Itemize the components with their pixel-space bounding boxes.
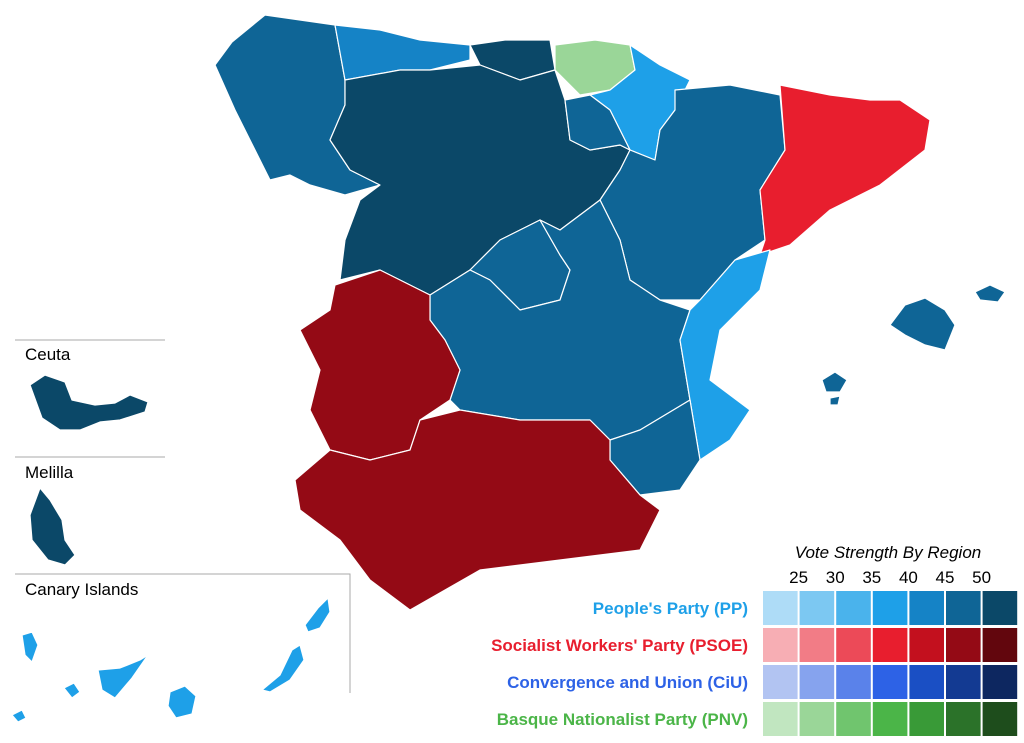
la-gomera: [63, 682, 81, 699]
swatch: [946, 591, 981, 625]
party-name: Socialist Workers' Party (PSOE): [491, 636, 748, 655]
scale-label: 40: [899, 568, 918, 587]
swatch: [799, 628, 835, 662]
swatch: [763, 665, 798, 699]
swatch: [799, 665, 835, 699]
castilla-la-mancha: [429, 199, 691, 441]
fuerteventura: [261, 644, 305, 693]
catalonia: [759, 84, 931, 256]
scale-label: 35: [862, 568, 881, 587]
swatch: [946, 628, 981, 662]
mallorca: [889, 297, 956, 351]
swatch: [982, 628, 1018, 662]
scale-label: 50: [972, 568, 991, 587]
inset-label: Canary Islands: [25, 580, 138, 599]
inset-divider: [15, 573, 351, 693]
lanzarote: [304, 597, 331, 633]
swatch: [872, 628, 908, 662]
swatch: [982, 702, 1018, 736]
la-palma: [21, 631, 39, 663]
party-name: People's Party (PP): [593, 599, 748, 618]
swatch: [763, 702, 798, 736]
swatch: [799, 591, 835, 625]
swatch: [872, 591, 908, 625]
swatch: [763, 591, 798, 625]
swatch: [909, 702, 944, 736]
scale-label: 25: [789, 568, 808, 587]
tenerife: [97, 654, 149, 699]
swatch: [836, 628, 871, 662]
menorca: [974, 284, 1006, 303]
swatch: [836, 665, 871, 699]
valencia: [679, 249, 771, 461]
map: [214, 14, 1006, 611]
melilla: [29, 487, 76, 566]
swatch: [982, 591, 1018, 625]
swatch: [872, 702, 908, 736]
legend: Vote Strength By Region 25 30 35 40 45 50 Peop…: [491, 543, 1018, 736]
scale-label: 30: [826, 568, 845, 587]
andalusia: [294, 409, 661, 611]
swatch: [946, 702, 981, 736]
swatch: [982, 665, 1018, 699]
la-rioja: [564, 94, 631, 151]
ceuta: [29, 374, 149, 431]
swatch: [872, 665, 908, 699]
swatch: [763, 628, 798, 662]
swatch: [909, 665, 944, 699]
formentera: [829, 395, 841, 406]
inset-label: Melilla: [25, 463, 74, 482]
ibiza: [821, 371, 848, 393]
swatch: [836, 702, 871, 736]
scale-label: 45: [936, 568, 955, 587]
swatch: [799, 702, 835, 736]
el-hierro: [11, 709, 27, 723]
party-name: Convergence and Union (CiU): [507, 673, 748, 692]
gran-canaria: [167, 685, 197, 719]
inset-label: Ceuta: [25, 345, 71, 364]
legend-title: Vote Strength By Region: [795, 543, 982, 562]
swatch: [836, 591, 871, 625]
party-name: Basque Nationalist Party (PNV): [497, 710, 748, 729]
insets: Ceuta Melilla Canary Islands: [11, 339, 351, 723]
swatch: [946, 665, 981, 699]
swatch: [909, 591, 944, 625]
swatch: [909, 628, 944, 662]
